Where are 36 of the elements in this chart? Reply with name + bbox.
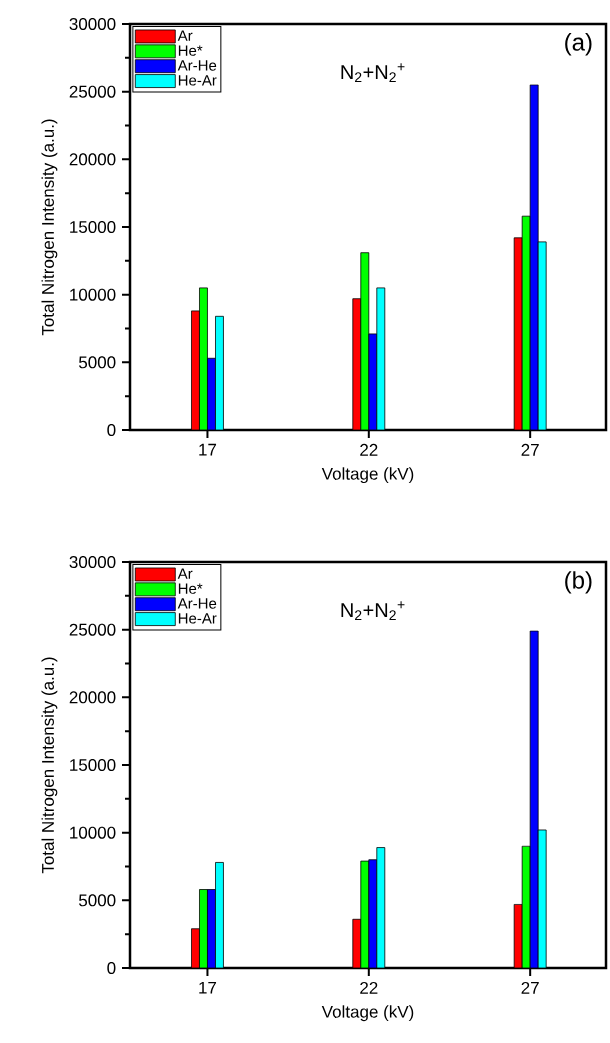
x-axis-title: Voltage (kV) <box>321 467 414 484</box>
y-tick-label: 10000 <box>70 826 116 839</box>
y-tick-label: 30000 <box>69 555 116 569</box>
x-tick-label: 17 <box>199 443 217 456</box>
x-tick-label: 27 <box>521 443 539 456</box>
y-axis-title: Total Nitrogen Intensity (a.u.) <box>41 657 58 874</box>
y-tick-label: 25000 <box>69 623 116 636</box>
legend-label: Ar <box>177 30 193 41</box>
y-tick-label: 0 <box>107 961 116 975</box>
y-axis-title: Total Nitrogen Intensity (a.u.) <box>41 119 58 336</box>
legend-label: He-Ar <box>178 613 217 624</box>
x-axis-title: Voltage (kV) <box>321 1005 414 1022</box>
x-tick-label: 27 <box>521 981 539 994</box>
x-tick-label: 22 <box>360 981 378 994</box>
annotation: N$_{2}$+N$_{2}$+ <box>341 601 405 621</box>
y-tick-label: 5000 <box>78 356 116 369</box>
legend-label: He-Ar <box>178 75 217 86</box>
y-tick-label: 15000 <box>70 758 116 772</box>
y-tick-label: 30000 <box>69 17 116 31</box>
legend-label: Ar-He <box>177 60 217 71</box>
x-tick-label: 17 <box>199 981 217 994</box>
y-tick-label: 20000 <box>69 691 116 704</box>
y-tick-label: 15000 <box>70 220 116 234</box>
y-tick-label: 5000 <box>78 894 116 907</box>
legend-label: He* <box>178 45 203 56</box>
annotation: (b) <box>565 571 592 594</box>
legend-label: Ar-He <box>177 598 217 609</box>
x-tick-label: 22 <box>360 443 378 456</box>
annotation: (a) <box>565 33 592 56</box>
y-tick-label: 10000 <box>70 288 116 301</box>
annotation: N$_{2}$+N$_{2}$+ <box>341 63 405 83</box>
legend-label: He* <box>178 583 203 594</box>
y-tick-label: 20000 <box>69 153 116 166</box>
y-tick-label: 25000 <box>69 85 116 98</box>
legend-label: Ar <box>177 568 193 579</box>
y-tick-label: 0 <box>107 423 116 437</box>
